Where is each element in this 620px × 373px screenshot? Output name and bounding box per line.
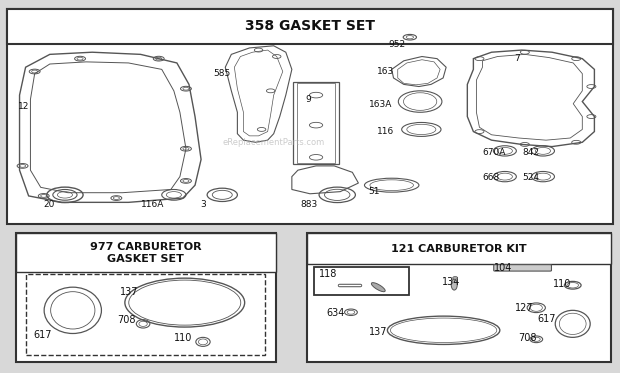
Text: 118: 118 xyxy=(319,269,337,279)
Ellipse shape xyxy=(451,279,458,290)
Text: 134: 134 xyxy=(442,277,461,287)
FancyBboxPatch shape xyxy=(16,233,276,362)
Text: 977 CARBURETOR
GASKET SET: 977 CARBURETOR GASKET SET xyxy=(90,242,202,264)
Text: 668: 668 xyxy=(482,173,500,182)
Text: 883: 883 xyxy=(300,200,317,209)
Text: 358 GASKET SET: 358 GASKET SET xyxy=(245,19,375,34)
FancyBboxPatch shape xyxy=(7,9,613,224)
Text: 137: 137 xyxy=(369,327,388,337)
Text: 127: 127 xyxy=(515,303,534,313)
Text: 9: 9 xyxy=(306,95,311,104)
Text: 7: 7 xyxy=(515,54,520,63)
Text: 20: 20 xyxy=(44,200,55,209)
FancyBboxPatch shape xyxy=(293,82,339,164)
Text: 12: 12 xyxy=(18,101,29,110)
Text: eReplacementParts.com: eReplacementParts.com xyxy=(223,138,325,147)
FancyBboxPatch shape xyxy=(16,233,276,272)
Text: 634: 634 xyxy=(327,308,345,318)
Text: 708: 708 xyxy=(117,316,136,326)
Text: 104: 104 xyxy=(494,263,513,273)
Text: 116A: 116A xyxy=(141,200,164,209)
Text: 952: 952 xyxy=(388,40,405,50)
Text: 110: 110 xyxy=(174,333,193,344)
Text: 137: 137 xyxy=(120,287,138,297)
Text: 842: 842 xyxy=(523,148,539,157)
Ellipse shape xyxy=(371,283,385,292)
Text: 524: 524 xyxy=(523,173,539,182)
Text: 670A: 670A xyxy=(482,148,506,157)
FancyBboxPatch shape xyxy=(7,9,613,44)
Text: 51: 51 xyxy=(369,187,380,196)
Text: 163A: 163A xyxy=(369,100,392,110)
FancyBboxPatch shape xyxy=(314,267,409,295)
Text: 163: 163 xyxy=(376,67,394,76)
Text: 3: 3 xyxy=(200,200,206,209)
FancyBboxPatch shape xyxy=(307,233,611,362)
FancyBboxPatch shape xyxy=(26,274,265,355)
Text: 617: 617 xyxy=(33,330,52,340)
FancyBboxPatch shape xyxy=(297,83,335,163)
Ellipse shape xyxy=(453,276,458,279)
Text: 110: 110 xyxy=(553,279,572,289)
Text: 708: 708 xyxy=(518,333,536,343)
FancyBboxPatch shape xyxy=(494,265,551,271)
Text: 121 CARBURETOR KIT: 121 CARBURETOR KIT xyxy=(391,244,526,254)
Text: 617: 617 xyxy=(538,314,556,324)
FancyBboxPatch shape xyxy=(307,233,611,264)
Text: 585: 585 xyxy=(213,69,231,78)
Text: 116: 116 xyxy=(377,127,394,136)
